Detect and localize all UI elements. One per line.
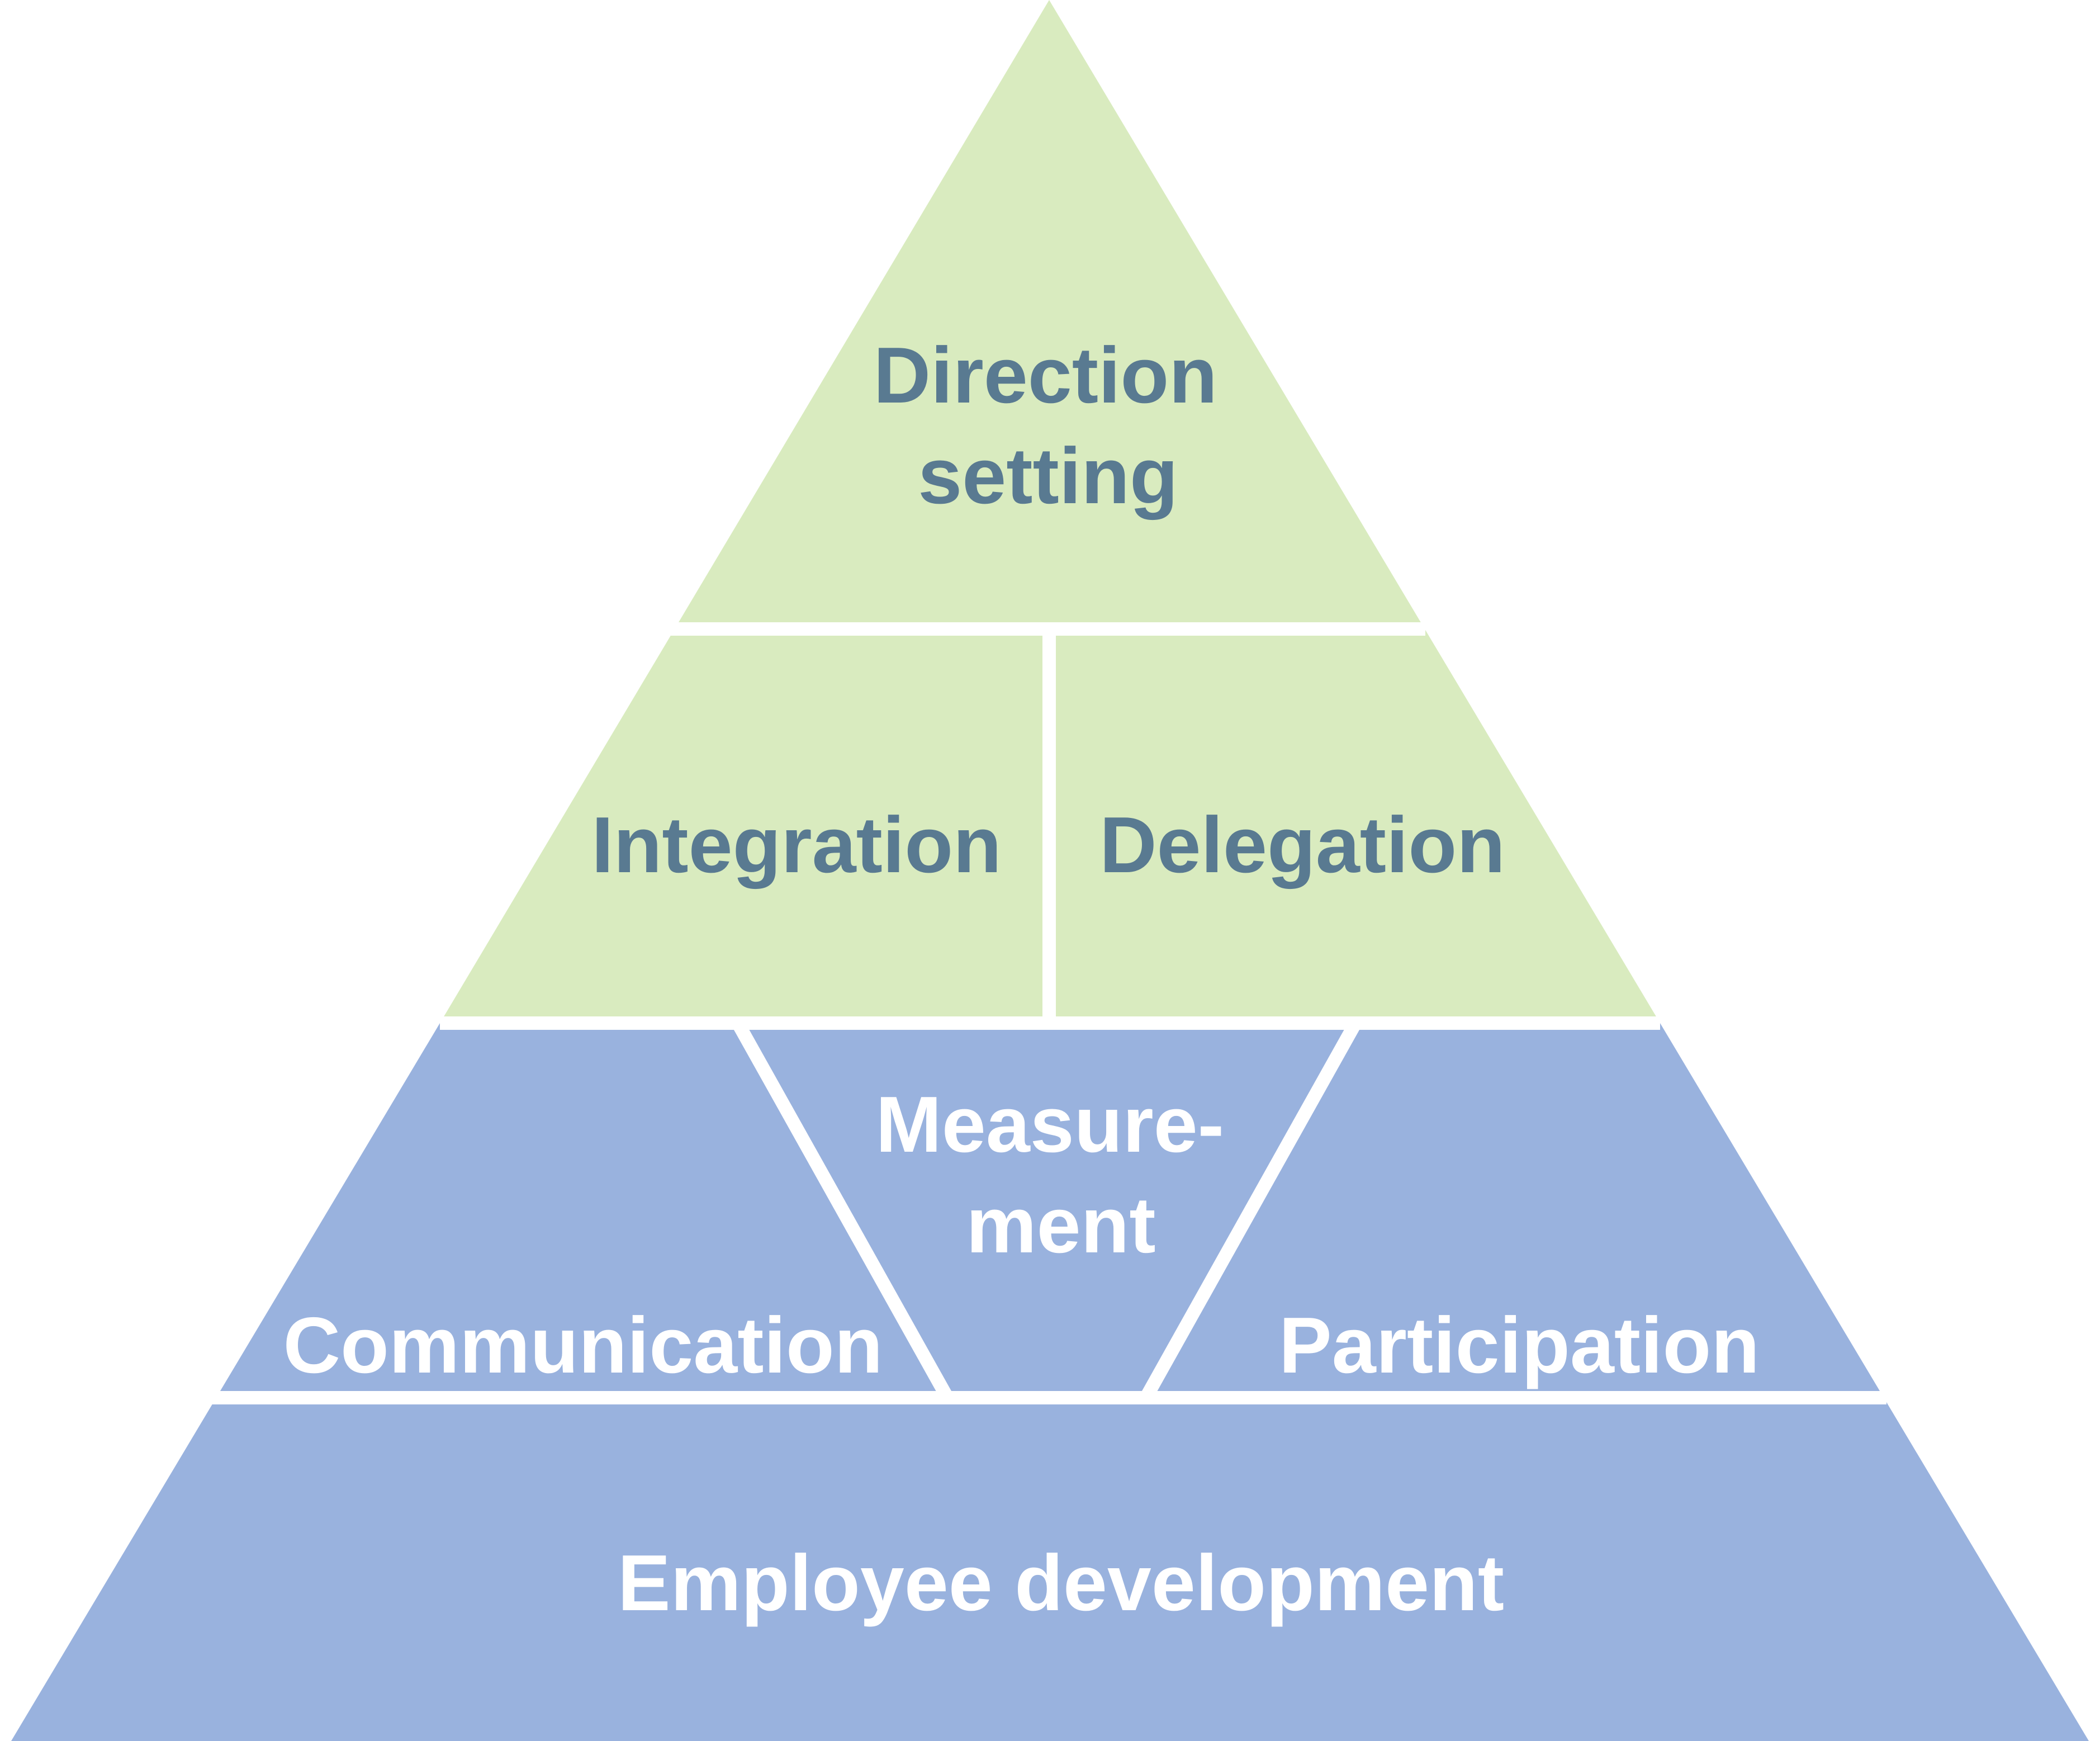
label-participation: Participation (1279, 1301, 1760, 1390)
lower-blue-section (11, 1023, 2089, 1741)
upper-green-section (440, 0, 1660, 1023)
label-measurement-line-1: Measure- (876, 1080, 1224, 1169)
label-measurement: Measure- ment (876, 1080, 1246, 1270)
label-measurement-line-2: ment (966, 1181, 1155, 1270)
label-communication: Communication (283, 1301, 883, 1390)
label-delegation: Delegation (1099, 801, 1505, 890)
label-direction-setting: Direction setting (874, 331, 1240, 521)
separator-diagonal-left (732, 1020, 954, 1401)
label-employee-development: Employee development (618, 1539, 1504, 1628)
label-integration: Integration (591, 801, 1002, 890)
separator-lines (211, 622, 1886, 1404)
separator-diagonal-right (1140, 1020, 1362, 1401)
label-direction-line-2: setting (918, 432, 1178, 521)
label-direction-line-1: Direction (874, 331, 1217, 420)
